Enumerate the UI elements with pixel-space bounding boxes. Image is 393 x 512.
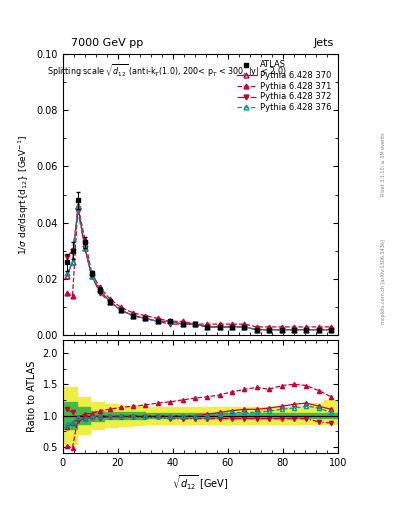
Text: Splitting scale $\sqrt{d_{12}}$ (anti-k$_T$(1.0), 200< p$_T$ < 300, |y| < 2.0): Splitting scale $\sqrt{d_{12}}$ (anti-k$… — [48, 62, 287, 79]
Y-axis label: 1/$\sigma$ d$\sigma$/dsqrt{d$_{12}$} [GeV$^{-1}$]: 1/$\sigma$ d$\sigma$/dsqrt{d$_{12}$} [Ge… — [17, 135, 31, 254]
Text: Jets: Jets — [314, 38, 334, 49]
X-axis label: $\sqrt{d_{12}}$ [GeV]: $\sqrt{d_{12}}$ [GeV] — [172, 474, 229, 492]
Text: 7000 GeV pp: 7000 GeV pp — [71, 38, 143, 49]
Legend: ATLAS, Pythia 6.428 370, Pythia 6.428 371, Pythia 6.428 372, Pythia 6.428 376: ATLAS, Pythia 6.428 370, Pythia 6.428 37… — [235, 58, 334, 115]
Text: mcplots.cern.ch [arXiv:1306.3436]: mcplots.cern.ch [arXiv:1306.3436] — [381, 239, 386, 324]
Text: Rivet 3.1.10, ≥ 3M events: Rivet 3.1.10, ≥ 3M events — [381, 132, 386, 196]
Y-axis label: Ratio to ATLAS: Ratio to ATLAS — [27, 361, 37, 433]
